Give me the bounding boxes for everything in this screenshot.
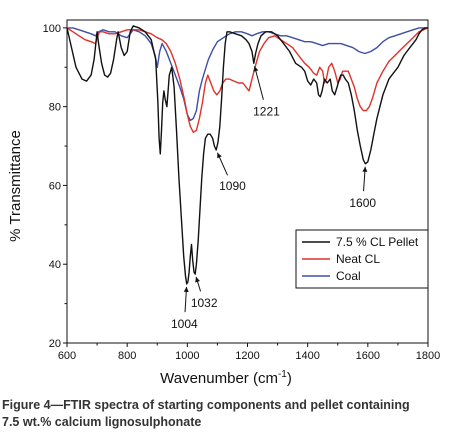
x-tick-label: 1000: [175, 350, 199, 362]
peak-annotation: 1090: [216, 152, 246, 193]
annotation-arrowhead: [217, 152, 222, 159]
figure-caption: Figure 4—FTIR spectra of starting compon…: [2, 397, 451, 431]
x-tick-label: 600: [58, 350, 76, 362]
caption-line-2: 7.5 wt.% calcium lignosulphonate: [2, 415, 202, 429]
x-axis-title: Wavenumber (cm-1): [160, 369, 292, 387]
x-tick-label: 1600: [356, 350, 380, 362]
annotation-arrow-line: [254, 66, 264, 100]
annotation-label: 1004: [171, 317, 198, 331]
legend-label: 7.5 % CL Pellet: [336, 235, 419, 249]
annotation-label: 1600: [349, 196, 376, 210]
series-layer: [66, 25, 429, 285]
peak-annotation: 1032: [191, 276, 218, 310]
annotation-label: 1221: [253, 104, 280, 118]
x-tick-label: 1200: [235, 350, 259, 362]
y-tick-label: 80: [49, 102, 61, 114]
annotation-label: 1090: [219, 179, 246, 193]
peak-annotation: 1221: [253, 66, 280, 118]
x-axis: 600 800 1000 1200 1400 1600 1800: [58, 343, 440, 362]
y-tick-label: 40: [49, 259, 61, 271]
annotation-label: 1032: [191, 296, 218, 310]
annotation-arrowhead: [195, 276, 200, 283]
ftir-chart: 600 800 1000 1200 1400 1600 1800 20 40 60 80 100 1…: [7, 19, 440, 387]
caption-line-1: Figure 4—FTIR spectra of starting compon…: [2, 398, 410, 412]
y-tick-label: 20: [49, 338, 61, 350]
x-tick-label: 800: [118, 350, 136, 362]
annotation-arrowhead: [362, 166, 368, 172]
y-axis: 20 40 60 80 100: [43, 23, 67, 350]
annotation-layer: 1004 1032 1090 1221 1600: [171, 66, 376, 331]
y-tick-label: 60: [49, 180, 61, 192]
series-line-pellet: [66, 25, 428, 285]
plot-area: [66, 19, 429, 344]
annotation-arrowhead: [253, 66, 259, 72]
y-tick-label: 100: [43, 23, 61, 35]
y-axis-title: % Transmittance: [7, 130, 24, 242]
peak-annotation: 1600: [349, 166, 376, 210]
x-tick-label: 1400: [295, 350, 319, 362]
x-axis-title-superscript: -1: [278, 369, 287, 380]
legend: 7.5 % CL Pellet Neat CL Coal: [295, 229, 429, 289]
x-axis-title-main: Wavenumber (cm: [160, 370, 278, 387]
peak-annotation: 1004: [171, 286, 198, 331]
plot-frame: [66, 19, 429, 344]
x-axis-title-end: ): [287, 370, 292, 387]
legend-label: Neat CL: [336, 252, 380, 266]
annotation-arrowhead: [183, 286, 189, 293]
x-tick-label: 1800: [416, 350, 440, 362]
legend-label: Coal: [336, 269, 361, 283]
series-line-neat-cl: [66, 27, 429, 133]
